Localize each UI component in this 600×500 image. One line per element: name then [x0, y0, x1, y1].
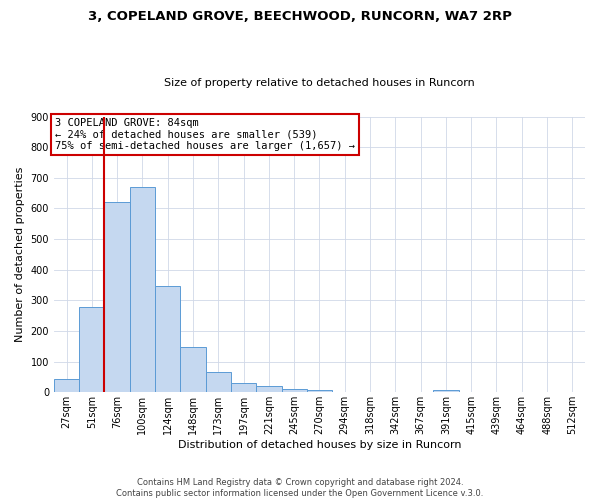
- Bar: [281, 389, 307, 392]
- Bar: [181, 347, 206, 393]
- X-axis label: Distribution of detached houses by size in Runcorn: Distribution of detached houses by size …: [178, 440, 461, 450]
- Bar: [155, 286, 181, 393]
- Bar: [104, 202, 130, 392]
- Bar: [433, 390, 458, 392]
- Bar: [256, 386, 281, 392]
- Text: Contains HM Land Registry data © Crown copyright and database right 2024.
Contai: Contains HM Land Registry data © Crown c…: [116, 478, 484, 498]
- Bar: [206, 372, 231, 392]
- Bar: [130, 187, 155, 392]
- Bar: [54, 378, 79, 392]
- Bar: [79, 306, 104, 392]
- Bar: [307, 390, 332, 392]
- Bar: [231, 383, 256, 392]
- Y-axis label: Number of detached properties: Number of detached properties: [15, 166, 25, 342]
- Title: Size of property relative to detached houses in Runcorn: Size of property relative to detached ho…: [164, 78, 475, 88]
- Text: 3, COPELAND GROVE, BEECHWOOD, RUNCORN, WA7 2RP: 3, COPELAND GROVE, BEECHWOOD, RUNCORN, W…: [88, 10, 512, 23]
- Text: 3 COPELAND GROVE: 84sqm
← 24% of detached houses are smaller (539)
75% of semi-d: 3 COPELAND GROVE: 84sqm ← 24% of detache…: [55, 118, 355, 152]
